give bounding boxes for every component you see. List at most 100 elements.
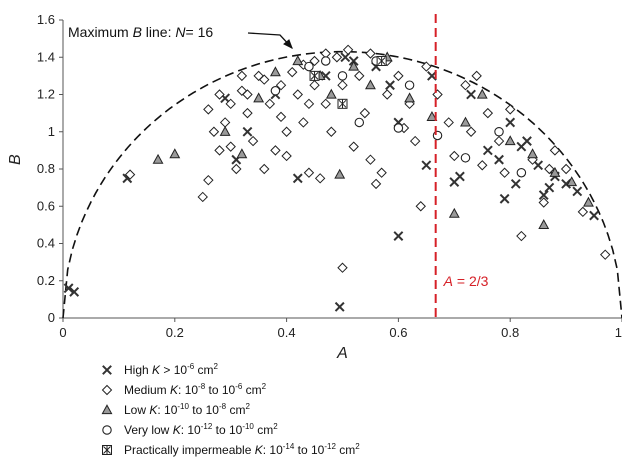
data-point-diamond: [270, 145, 281, 156]
legend-marker-diamond: [100, 383, 116, 397]
max-line-label: Maximum B line: N= 16: [68, 24, 213, 40]
data-point-diamond: [281, 126, 292, 137]
data-point-diamond: [493, 135, 505, 147]
data-point-diamond: [409, 135, 421, 147]
data-point-diamond: [236, 70, 248, 82]
data-point-diamond: [600, 249, 611, 260]
data-point-star-box: [309, 70, 320, 81]
data-point-x: [589, 210, 599, 221]
x-axis-title: A: [336, 345, 348, 360]
y-tick-label: 0.6: [37, 198, 55, 213]
legend-marker-triangle: [100, 403, 116, 417]
data-point-x: [499, 193, 510, 204]
data-point-triangle: [566, 176, 578, 187]
maximum-b-line: [62, 50, 622, 319]
data-point-diamond: [214, 89, 225, 100]
legend-label: Medium K: 10-8 to 10-6 cm2: [124, 382, 267, 398]
data-point-diamond: [415, 201, 426, 212]
y-tick-label: 0: [48, 310, 55, 325]
data-point-diamond: [560, 163, 572, 175]
data-point-diamond: [247, 135, 259, 147]
legend-symbol: [102, 445, 112, 455]
data-point-diamond: [331, 52, 343, 63]
x-tick-label: 0.2: [166, 325, 184, 340]
data-point-x: [385, 80, 395, 91]
data-point-x: [538, 190, 549, 200]
data-point-diamond: [298, 117, 309, 128]
data-point-diamond: [354, 70, 365, 82]
data-point-diamond: [203, 104, 214, 115]
y-tick-label: 1: [48, 124, 55, 139]
legend-marker-star-box: [100, 443, 116, 457]
data-point-diamond: [303, 167, 315, 178]
data-point-diamond: [292, 89, 303, 100]
data-point-diamond: [124, 169, 136, 180]
data-point-x: [63, 283, 74, 294]
data-point-x: [505, 117, 516, 128]
data-point-x: [334, 301, 345, 312]
data-point-star-box: [337, 98, 348, 109]
data-point-diamond: [242, 107, 253, 119]
data-point-diamond: [449, 150, 460, 162]
y-tick-label: 1.4: [37, 49, 55, 64]
y-tick-label: 1.2: [37, 87, 55, 102]
data-point-diamond: [281, 150, 292, 162]
data-point-x: [292, 173, 303, 184]
data-point-triangle: [460, 116, 471, 127]
data-point-diamond: [421, 61, 432, 72]
data-point-diamond: [460, 79, 471, 91]
data-point-x: [393, 231, 404, 241]
data-point-x: [242, 126, 253, 137]
legend-symbol: [102, 365, 112, 375]
data-point-x: [510, 178, 521, 189]
data-point-star-box: [376, 55, 387, 66]
data-point-diamond: [203, 174, 214, 186]
data-point-x: [561, 178, 572, 189]
data-point-triangle: [219, 125, 231, 136]
data-point-diamond: [365, 154, 376, 165]
data-point-diamond: [443, 117, 454, 128]
data-point-diamond: [465, 126, 477, 137]
data-point-diamond: [342, 44, 354, 56]
data-point-circle: [337, 71, 348, 81]
legend-item: Low K: 10-10 to 10-8 cm2: [100, 400, 520, 420]
data-point-diamond: [314, 173, 326, 184]
data-point-diamond: [264, 98, 276, 110]
data-point-x: [522, 136, 532, 146]
data-point-triangle: [448, 207, 460, 218]
data-point-diamond: [376, 167, 387, 178]
data-point-triangle: [325, 88, 337, 99]
data-point-x: [494, 154, 504, 165]
max-line-arrow: [247, 32, 293, 49]
legend-label: High K > 10-6 cm2: [124, 362, 218, 378]
data-point-diamond: [393, 70, 404, 82]
data-point-triangle: [549, 166, 561, 177]
legend-label: Very low K: 10-12 to 10-10 cm2: [124, 422, 278, 438]
data-point-triangle: [365, 79, 376, 90]
legend-symbol: [102, 425, 112, 435]
x-tick-label: 0.4: [278, 325, 296, 340]
y-tick-label: 0.8: [37, 161, 55, 176]
data-point-diamond: [516, 230, 527, 242]
data-point-triangle: [404, 92, 416, 103]
axes: 0 0.2 0.4 0.6 0.8 1 1.2 1.4 1.6 0 0.2 0.4 0.6 0.8 1 A B: [7, 12, 622, 360]
legend-label: Practically impermeable K: 10-14 to 10-1…: [124, 442, 360, 458]
data-point-diamond: [286, 66, 298, 78]
data-point-diamond: [320, 98, 331, 110]
data-point-circle: [404, 80, 415, 90]
data-point-diamond: [225, 98, 236, 110]
data-point-circle: [516, 167, 527, 178]
annotations: A = 2/3 Maximum B line: N= 16: [68, 14, 489, 318]
data-point-x: [466, 89, 476, 100]
data-point-x: [454, 171, 465, 182]
data-point-x: [572, 186, 583, 197]
data-point-circle: [320, 56, 331, 66]
chart-svg: 00.20.40.60.811.21.41.60 0.2 0.4 0.6 0.8 1AB …: [7, 12, 622, 360]
data-point-triangle: [236, 148, 248, 159]
data-point-circle: [393, 123, 404, 133]
data-point-triangle: [269, 66, 281, 77]
legend-symbol: [101, 404, 113, 415]
x-tick-label: 0.8: [501, 325, 519, 340]
y-tick-label: 0.2: [37, 273, 55, 288]
data-point-diamond: [337, 79, 348, 91]
